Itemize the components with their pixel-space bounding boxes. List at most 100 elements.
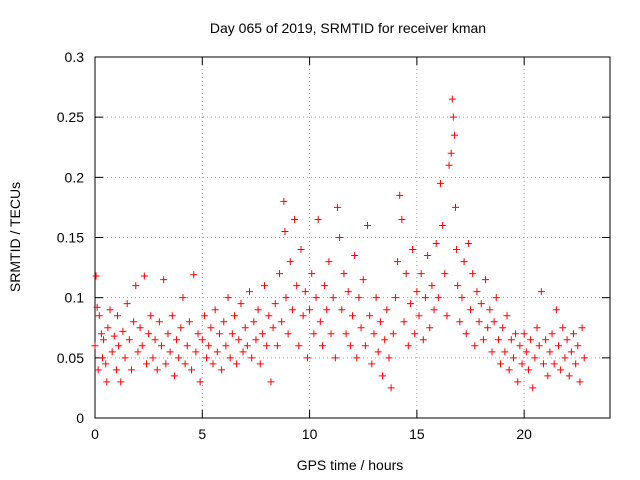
data-point [140,272,148,280]
data-point [413,288,421,296]
data-point [233,360,241,368]
data-point [469,270,477,278]
data-point [188,366,196,374]
data-point [473,288,481,296]
data-point [278,318,286,326]
data-point [484,324,492,332]
data-point [276,270,284,278]
data-point [284,330,292,338]
data-point [467,306,475,314]
data-point [486,306,494,314]
data-point [570,330,578,338]
data-point [94,366,102,374]
data-point [372,294,380,302]
data-points [91,95,588,392]
data-point [237,300,245,308]
data-point [559,324,567,332]
data-point [293,282,301,290]
data-point [456,318,464,326]
data-point [106,306,114,314]
data-point [428,282,436,290]
data-point [415,312,423,320]
data-point [539,360,547,368]
data-point [516,342,524,350]
plot-frame [94,56,611,419]
data-point [132,282,140,290]
data-point [535,342,543,350]
data-point [265,312,273,320]
data-point [439,221,447,229]
data-point [426,324,434,332]
data-point [316,318,324,326]
data-point [376,318,384,326]
data-point [349,312,356,320]
data-point [314,215,322,223]
data-point [477,300,485,308]
data-point [355,294,363,302]
data-point [366,312,374,320]
data-point [552,306,560,314]
data-point [155,318,163,326]
data-point [175,354,183,362]
y-tick-label: 0.2 [65,169,85,185]
data-point [108,348,116,356]
data-point [424,252,432,260]
data-point [578,324,586,332]
data-point [99,354,107,362]
data-point [383,306,391,314]
data-point [177,324,185,332]
data-point [125,336,133,344]
data-point [436,179,444,187]
data-point [173,336,181,344]
data-point [130,318,138,326]
data-point [250,318,258,326]
data-point [205,342,213,350]
data-point [561,354,569,362]
data-point [544,372,552,380]
data-point [136,324,144,332]
data-point [374,348,382,356]
data-point [224,294,232,302]
data-point [243,342,251,350]
data-point [389,330,397,338]
data-point [92,272,100,280]
data-point [325,258,333,266]
data-point [114,312,122,320]
data-point [336,234,344,241]
data-point [501,348,509,356]
data-point [211,306,219,314]
data-point [419,336,427,344]
data-point [518,360,526,368]
data-point [464,240,472,248]
data-point [475,318,483,326]
data-point [447,149,455,157]
data-point [430,306,438,314]
x-tick-label: 10 [302,426,318,442]
data-point [222,342,230,350]
data-point [115,342,123,350]
data-point [179,294,187,302]
data-point [203,354,211,362]
data-point [379,372,387,380]
data-point [391,294,399,302]
data-point [542,336,550,344]
data-point [546,348,554,356]
data-point [282,294,290,302]
data-point [192,348,200,356]
data-point [434,294,442,302]
data-point [460,258,468,266]
data-point [557,366,565,374]
data-point [344,288,352,296]
data-point [303,354,311,362]
data-point [112,366,120,374]
data-point [533,324,541,332]
y-axis-label: SRMTID / TECUs [7,182,23,292]
data-point [281,227,289,235]
data-point [196,378,204,386]
data-point [329,294,337,302]
data-point [340,270,348,278]
data-point [449,113,457,121]
data-point [138,342,146,350]
data-point [445,161,453,169]
